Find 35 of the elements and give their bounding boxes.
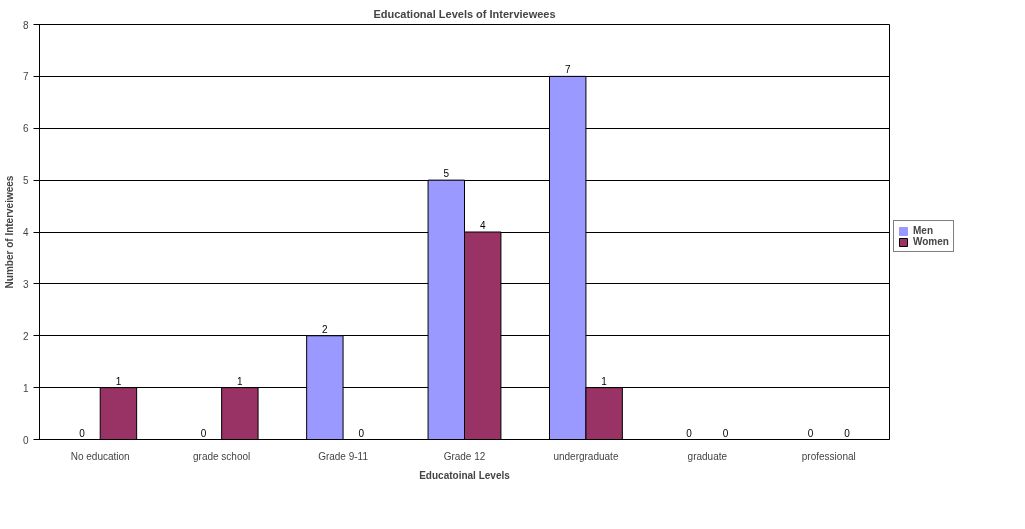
x-tick-label: Grade 12 xyxy=(443,450,486,462)
y-axis-title: Number of Interveiwees xyxy=(3,175,15,289)
y-tick-label: 1 xyxy=(22,382,29,394)
x-axis-title: Educatoinal Levels xyxy=(419,469,511,481)
data-label: 1 xyxy=(601,375,608,387)
chart-title: Educational Levels of Interviewees xyxy=(373,7,556,20)
y-tick-label: 5 xyxy=(22,175,29,187)
data-label: 0 xyxy=(79,427,86,439)
data-label: 0 xyxy=(722,427,729,439)
x-tick-label: No education xyxy=(70,450,130,462)
data-label: 0 xyxy=(358,427,365,439)
data-label: 5 xyxy=(443,168,450,180)
data-label: 0 xyxy=(807,427,814,439)
y-tick-label: 2 xyxy=(22,330,29,342)
x-tick-label: grade school xyxy=(193,450,251,462)
y-tick-label: 4 xyxy=(22,227,29,238)
data-label: 0 xyxy=(844,427,851,439)
legend-label: Men xyxy=(913,225,933,236)
x-tick-label: professional xyxy=(801,450,856,462)
x-tick-label: graduate xyxy=(687,450,728,462)
data-label: 0 xyxy=(200,427,207,439)
x-tick-label: Grade 9-11 xyxy=(318,450,369,462)
data-label: 1 xyxy=(115,375,122,387)
data-label: 2 xyxy=(322,323,329,335)
y-tick-label: 7 xyxy=(22,71,29,83)
y-tick-label: 6 xyxy=(22,123,29,135)
y-tick-label: 3 xyxy=(22,278,29,290)
data-label: 4 xyxy=(479,220,486,231)
x-tick-label: undergraduate xyxy=(553,450,619,462)
y-tick-label: 8 xyxy=(22,19,29,31)
data-label: 0 xyxy=(686,427,693,439)
legend-label: Women xyxy=(913,236,949,247)
data-label: 7 xyxy=(564,64,571,76)
data-label: 1 xyxy=(237,375,244,387)
y-tick-label: 0 xyxy=(22,434,29,446)
